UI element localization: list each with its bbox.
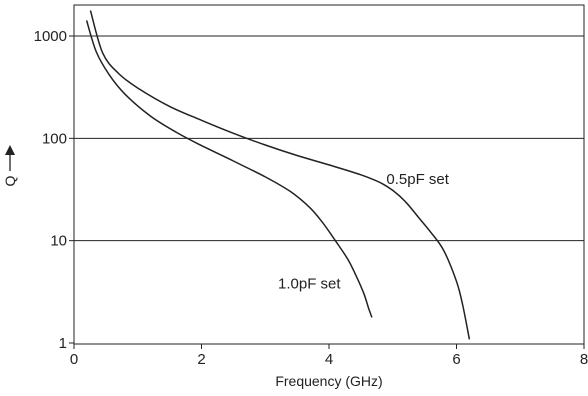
y-tick-label: 1 [59, 335, 67, 352]
x-axis-ticks: 0 2 4 6 8 [70, 344, 588, 368]
series-line-1 [89, 10, 471, 340]
y-axis-ticks: 1 10 100 1000 [34, 28, 74, 352]
x-tick-label: 0 [70, 351, 78, 368]
annotations: 0.5pF set 1.0pF set [278, 171, 450, 293]
series-annotation-1: 0.5pF set [386, 171, 449, 188]
x-tick-label: 4 [325, 351, 333, 368]
y-axis-arrow-head [5, 145, 15, 155]
x-tick-label: 8 [580, 351, 588, 368]
series-line-2 [86, 20, 373, 318]
y-tick-label: 1000 [34, 28, 67, 45]
y-axis-label: Q [2, 175, 18, 186]
y-tick-label: 10 [50, 233, 67, 250]
x-tick-label: 2 [197, 351, 205, 368]
series-lines [86, 10, 471, 340]
series-annotation-2: 1.0pF set [278, 276, 341, 293]
axes [73, 4, 585, 345]
y-tick-label: 100 [42, 130, 67, 147]
x-tick-label: 6 [452, 351, 460, 368]
plot-frame [73, 4, 585, 345]
grid-lines [74, 35, 584, 242]
y-axis-label-group: Q [2, 145, 18, 186]
x-axis-label: Frequency (GHz) [275, 373, 382, 389]
